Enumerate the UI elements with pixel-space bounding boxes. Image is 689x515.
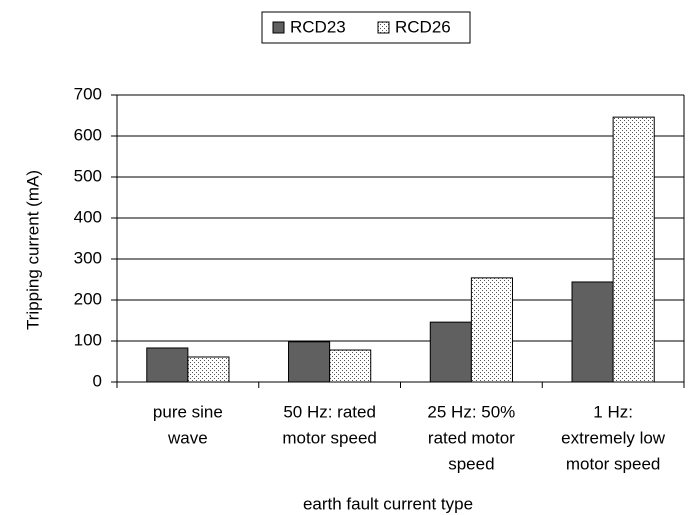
bar xyxy=(612,116,655,383)
x-tick-label: speed xyxy=(448,454,494,473)
y-tick-label: 400 xyxy=(74,207,102,226)
y-tick-label: 200 xyxy=(74,289,102,308)
y-tick-label: 500 xyxy=(74,166,102,185)
legend-box xyxy=(261,11,471,44)
bar xyxy=(288,341,331,383)
x-tick-label: pure sine xyxy=(153,402,223,421)
y-tick-label: 0 xyxy=(93,371,102,390)
x-tick-label: wave xyxy=(167,428,208,447)
bar xyxy=(146,347,189,383)
x-tick-label: 1 Hz: xyxy=(593,402,633,421)
x-tick-label: 25 Hz: 50% xyxy=(427,402,515,421)
x-tick-label: rated motor xyxy=(428,428,515,447)
y-axis-label: Tripping current (mA) xyxy=(23,170,42,330)
legend-swatch xyxy=(272,21,285,34)
x-tick-label: extremely low xyxy=(561,428,666,447)
y-tick-label: 100 xyxy=(74,330,102,349)
y-tick-label: 300 xyxy=(74,248,102,267)
x-tick-label: motor speed xyxy=(566,454,661,473)
legend-swatch xyxy=(377,21,390,34)
legend-label: RCD26 xyxy=(395,17,451,36)
y-tick-label: 700 xyxy=(74,84,102,103)
bar xyxy=(429,321,472,383)
x-axis-label: earth fault current type xyxy=(303,494,473,513)
bar xyxy=(187,356,230,383)
bar xyxy=(470,277,513,383)
legend-label: RCD23 xyxy=(290,17,346,36)
x-tick-label: motor speed xyxy=(282,428,377,447)
x-tick-label: 50 Hz: rated xyxy=(283,402,376,421)
bar xyxy=(329,349,372,383)
y-tick-label: 600 xyxy=(74,125,102,144)
bar xyxy=(571,281,614,383)
